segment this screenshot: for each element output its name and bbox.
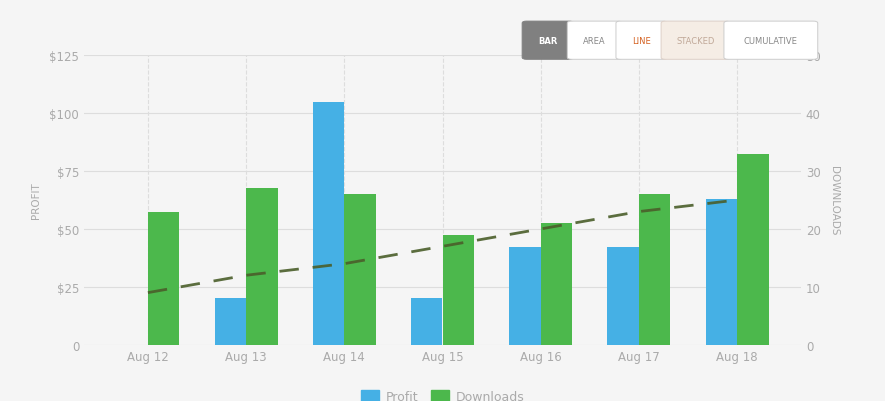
Text: AREA: AREA xyxy=(583,36,606,46)
Y-axis label: DOWNLOADS: DOWNLOADS xyxy=(829,166,839,235)
Bar xyxy=(215,299,246,345)
Bar xyxy=(148,212,180,345)
Bar xyxy=(442,235,474,345)
Bar xyxy=(541,224,572,345)
Text: STACKED: STACKED xyxy=(676,36,715,46)
Text: CUMULATIVE: CUMULATIVE xyxy=(744,36,797,46)
Bar xyxy=(246,189,278,345)
Bar xyxy=(509,248,541,345)
Bar xyxy=(607,248,639,345)
Bar xyxy=(411,299,442,345)
Bar xyxy=(705,199,737,345)
Text: BAR: BAR xyxy=(538,36,558,46)
Legend: Profit, Downloads: Profit, Downloads xyxy=(356,385,529,401)
Bar xyxy=(639,195,670,345)
Bar xyxy=(737,154,768,345)
Text: LINE: LINE xyxy=(632,36,651,46)
Y-axis label: PROFIT: PROFIT xyxy=(31,182,41,219)
Bar xyxy=(344,195,376,345)
Bar xyxy=(313,102,344,345)
